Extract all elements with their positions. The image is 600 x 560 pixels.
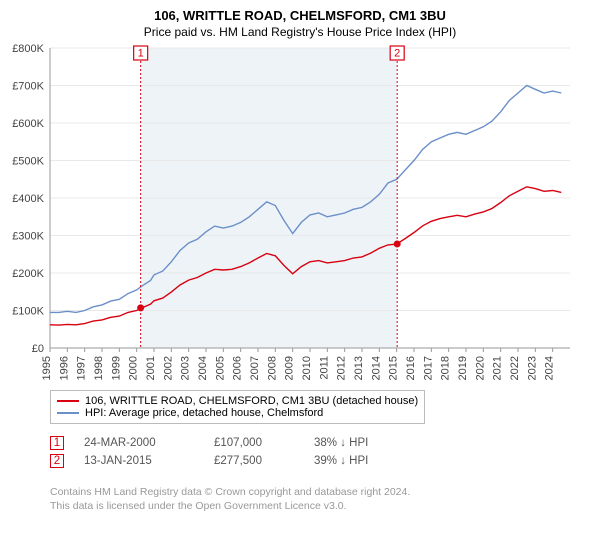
svg-text:2002: 2002	[162, 356, 174, 380]
legend-box: 106, WRITTLE ROAD, CHELMSFORD, CM1 3BU (…	[50, 390, 425, 424]
svg-text:2016: 2016	[405, 356, 417, 380]
svg-text:2008: 2008	[266, 356, 278, 380]
svg-text:1: 1	[138, 48, 144, 60]
svg-text:2021: 2021	[492, 356, 504, 380]
legend-swatch	[57, 400, 79, 402]
sale-price: £277,500	[214, 455, 294, 467]
svg-text:1997: 1997	[76, 356, 88, 380]
svg-text:£600K: £600K	[12, 118, 44, 130]
sale-diff: 38% ↓ HPI	[314, 437, 368, 449]
sales-list: 1 24-MAR-2000 £107,000 38% ↓ HPI 2 13-JAN-201…	[50, 436, 368, 472]
svg-text:2015: 2015	[388, 356, 400, 380]
svg-text:2014: 2014	[370, 356, 382, 380]
svg-text:1996: 1996	[58, 356, 70, 380]
svg-text:£100K: £100K	[12, 306, 44, 318]
svg-text:2010: 2010	[301, 356, 313, 380]
svg-text:2006: 2006	[232, 356, 244, 380]
svg-text:£0: £0	[32, 343, 44, 355]
svg-text:£700K: £700K	[12, 81, 44, 93]
svg-text:2023: 2023	[526, 356, 538, 380]
svg-text:£800K: £800K	[12, 43, 44, 55]
svg-text:£300K: £300K	[12, 231, 44, 243]
svg-text:2004: 2004	[197, 356, 209, 380]
sale-date: 13-JAN-2015	[84, 455, 194, 467]
legend-swatch	[57, 412, 79, 414]
svg-text:1995: 1995	[41, 356, 53, 380]
svg-text:2005: 2005	[214, 356, 226, 380]
svg-text:2009: 2009	[284, 356, 296, 380]
legend-label: 106, WRITTLE ROAD, CHELMSFORD, CM1 3BU (…	[85, 395, 418, 407]
svg-text:2017: 2017	[422, 356, 434, 380]
legend-item: 106, WRITTLE ROAD, CHELMSFORD, CM1 3BU (…	[57, 395, 418, 407]
svg-text:£400K: £400K	[12, 193, 44, 205]
svg-text:1998: 1998	[93, 356, 105, 380]
sale-marker-icon: 2	[50, 454, 64, 468]
sale-diff: 39% ↓ HPI	[314, 455, 368, 467]
copyright-text: Contains HM Land Registry data © Crown c…	[50, 486, 410, 513]
price-chart: £0 £100K £200K £300K £400K £500K £600K £700K £80…	[0, 0, 600, 398]
svg-text:2001: 2001	[145, 356, 157, 380]
legend-label: HPI: Average price, detached house, Chel…	[85, 407, 323, 419]
svg-text:2022: 2022	[509, 356, 521, 380]
sale-row: 1 24-MAR-2000 £107,000 38% ↓ HPI	[50, 436, 368, 450]
svg-text:2: 2	[394, 48, 400, 60]
legend-item: HPI: Average price, detached house, Chel…	[57, 407, 418, 419]
svg-text:2020: 2020	[474, 356, 486, 380]
svg-text:2018: 2018	[440, 356, 452, 380]
svg-text:2000: 2000	[128, 356, 140, 380]
svg-text:2013: 2013	[353, 356, 365, 380]
copyright-line: This data is licensed under the Open Gov…	[50, 500, 410, 514]
svg-text:£500K: £500K	[12, 156, 44, 168]
svg-text:2011: 2011	[318, 356, 330, 380]
sale-price: £107,000	[214, 437, 294, 449]
svg-text:2007: 2007	[249, 356, 261, 380]
svg-text:2012: 2012	[336, 356, 348, 380]
sale-date: 24-MAR-2000	[84, 437, 194, 449]
svg-text:1999: 1999	[110, 356, 122, 380]
svg-text:2019: 2019	[457, 356, 469, 380]
svg-text:£200K: £200K	[12, 268, 44, 280]
svg-text:2024: 2024	[544, 356, 556, 380]
copyright-line: Contains HM Land Registry data © Crown c…	[50, 486, 410, 500]
sale-marker-icon: 1	[50, 436, 64, 450]
svg-text:2003: 2003	[180, 356, 192, 380]
sale-row: 2 13-JAN-2015 £277,500 39% ↓ HPI	[50, 454, 368, 468]
